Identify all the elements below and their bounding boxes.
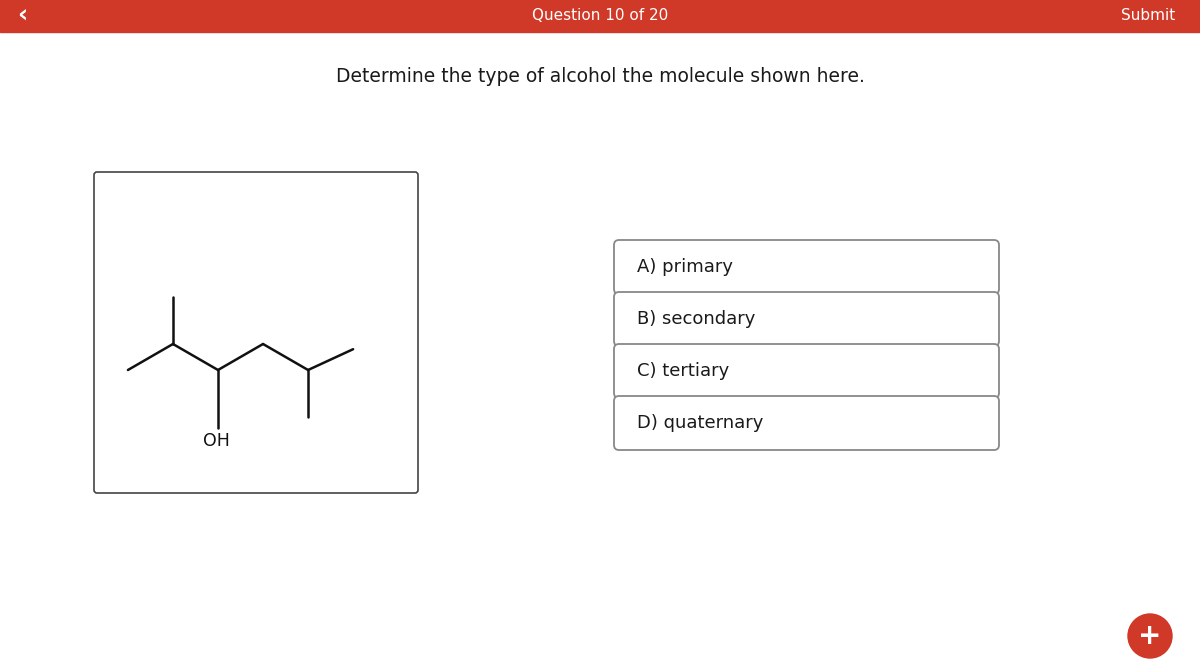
Circle shape — [1128, 614, 1172, 658]
Text: ‹: ‹ — [17, 4, 28, 28]
Text: Submit: Submit — [1121, 9, 1175, 23]
Text: D) quaternary: D) quaternary — [637, 414, 763, 432]
Text: +: + — [1139, 622, 1162, 650]
Text: A) primary: A) primary — [637, 258, 733, 276]
FancyBboxPatch shape — [614, 240, 998, 294]
FancyBboxPatch shape — [614, 292, 998, 346]
FancyBboxPatch shape — [94, 172, 418, 493]
FancyBboxPatch shape — [614, 344, 998, 398]
Bar — [0, 0, 1200, 32]
Text: C) tertiary: C) tertiary — [637, 362, 730, 380]
FancyBboxPatch shape — [614, 396, 998, 450]
Text: Question 10 of 20: Question 10 of 20 — [532, 9, 668, 23]
Text: B) secondary: B) secondary — [637, 310, 755, 328]
Text: OH: OH — [203, 432, 229, 450]
Text: Determine the type of alcohol the molecule shown here.: Determine the type of alcohol the molecu… — [336, 67, 864, 86]
